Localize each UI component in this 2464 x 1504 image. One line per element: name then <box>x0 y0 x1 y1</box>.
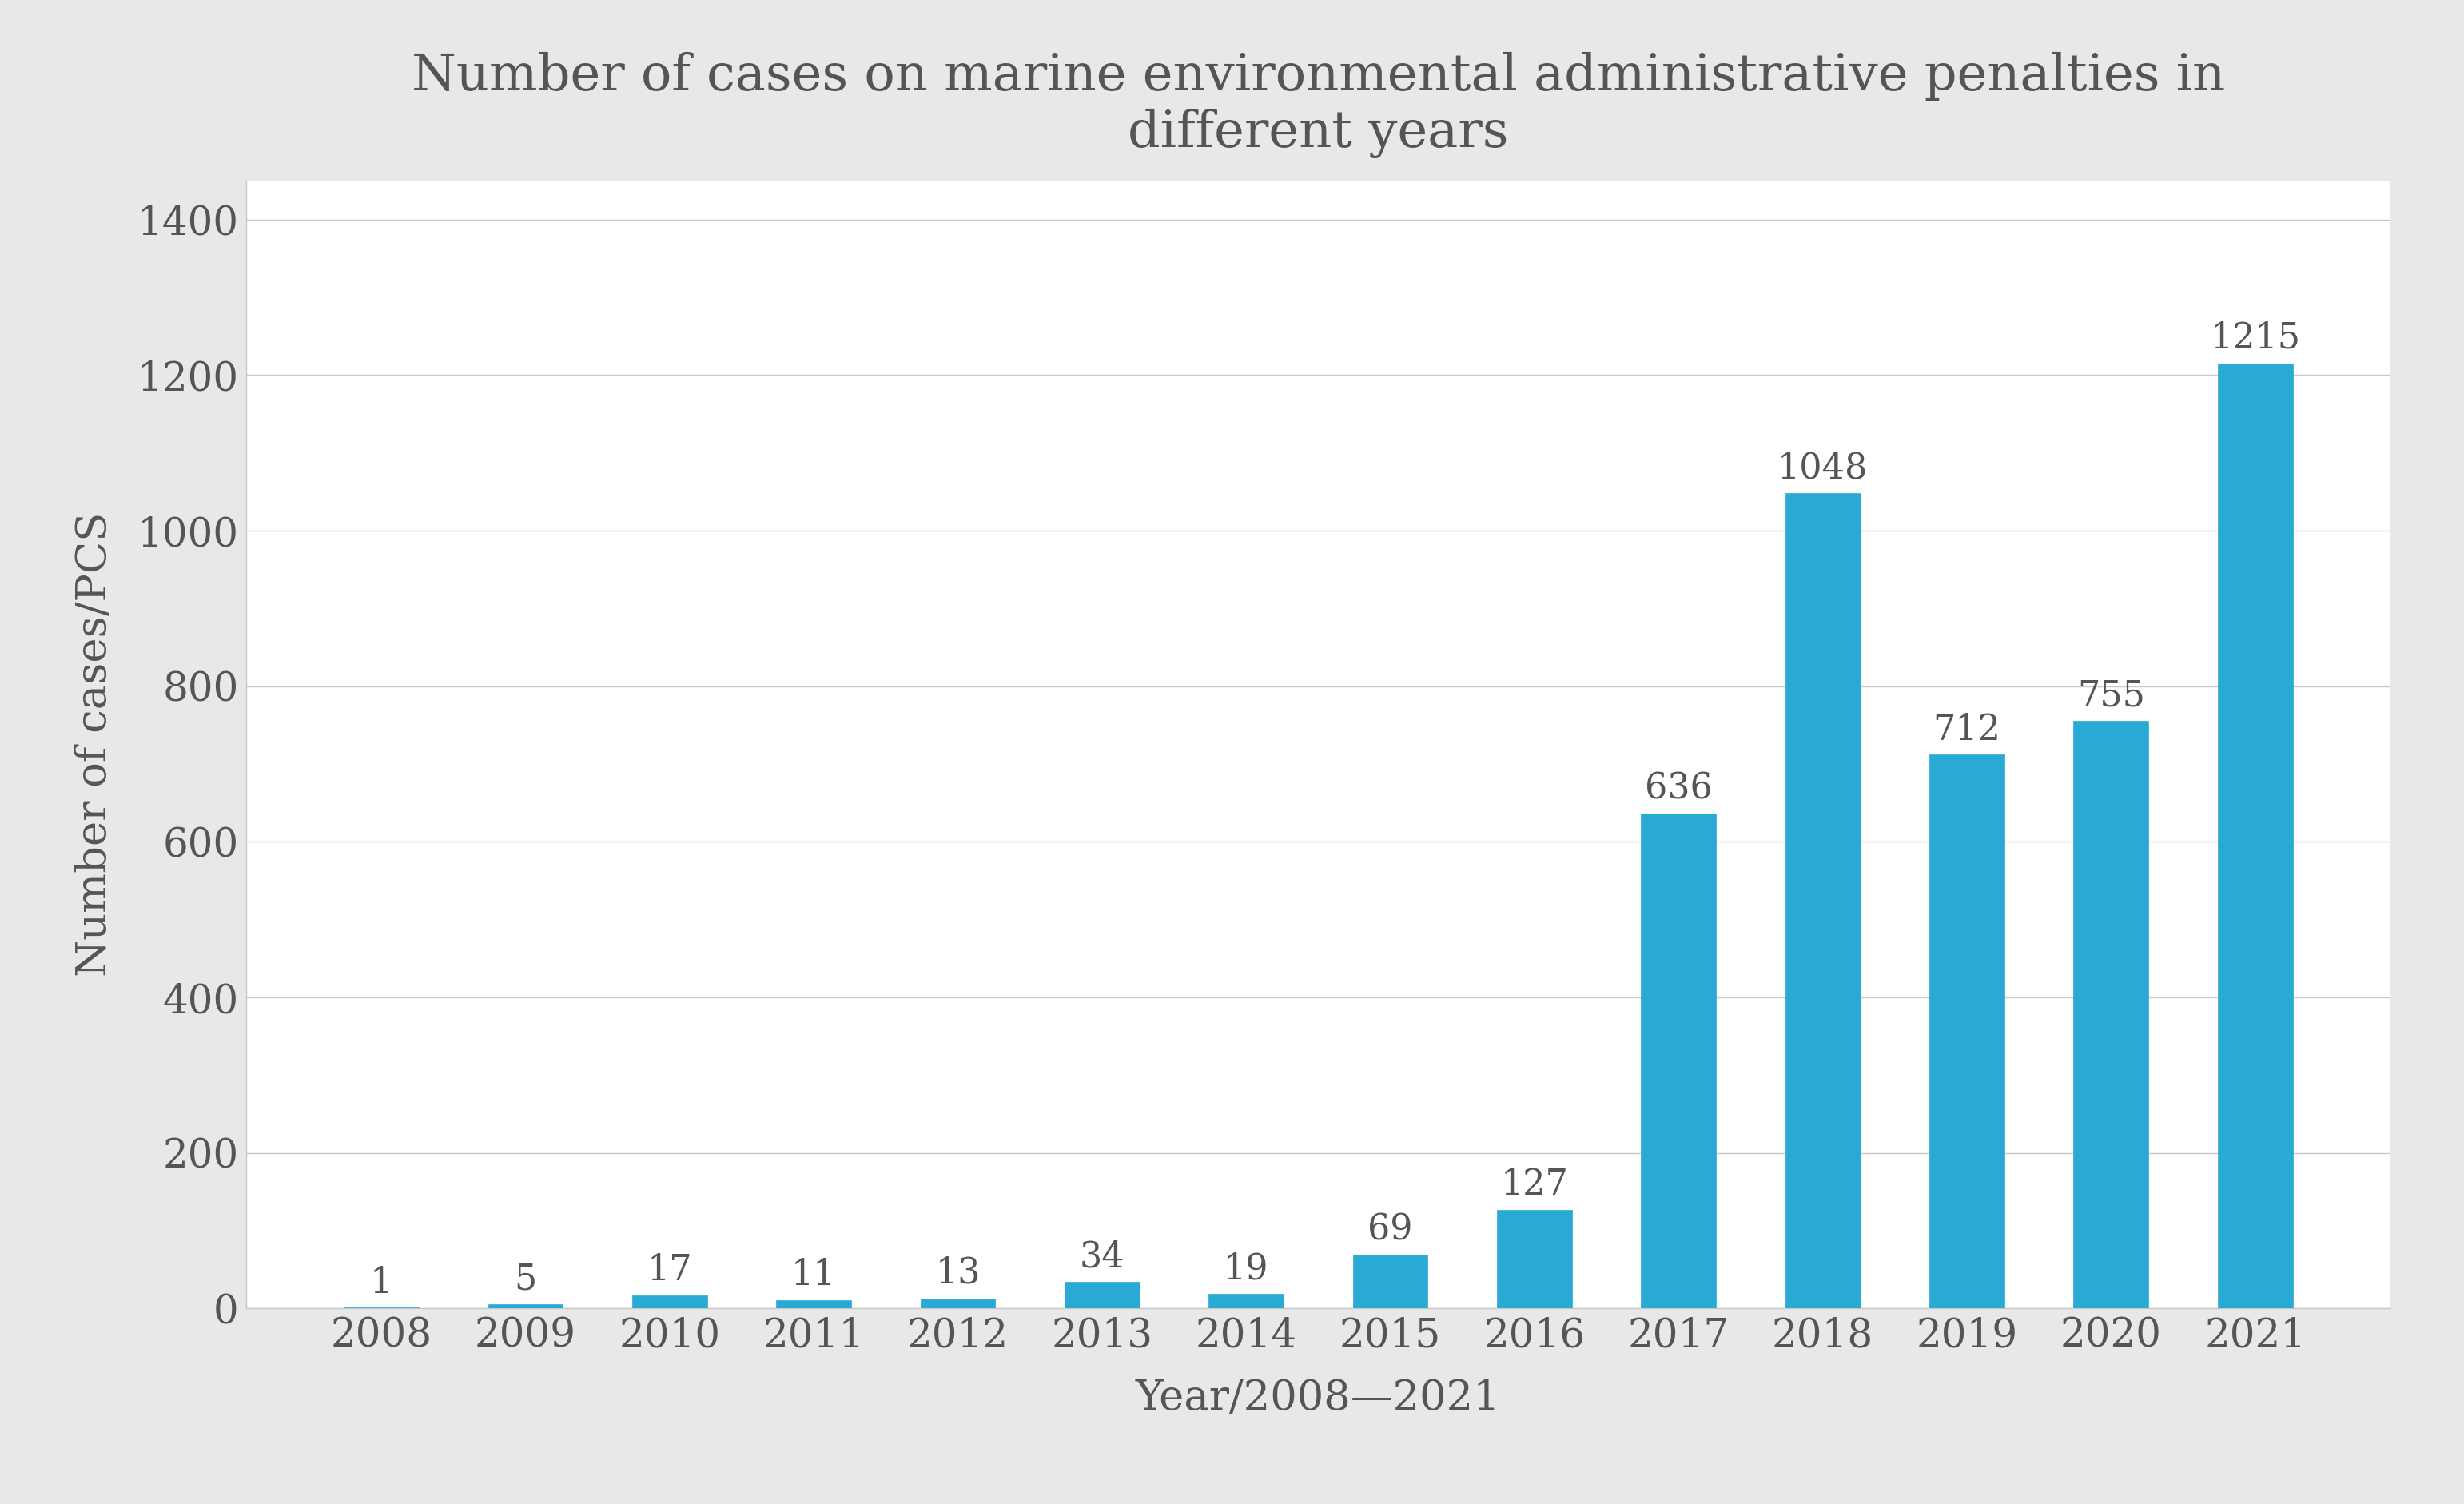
Text: 11: 11 <box>791 1257 835 1292</box>
Bar <box>922 1298 995 1308</box>
Text: 1048: 1048 <box>1777 451 1868 486</box>
Bar <box>1786 493 1860 1308</box>
Bar <box>1929 755 2003 1308</box>
Bar <box>2075 720 2149 1308</box>
X-axis label: Year/2008—2021: Year/2008—2021 <box>1136 1378 1501 1418</box>
Text: 755: 755 <box>2077 678 2146 713</box>
Text: 712: 712 <box>1932 713 2001 747</box>
Text: 69: 69 <box>1368 1212 1412 1247</box>
Text: 636: 636 <box>1646 772 1712 806</box>
Text: 127: 127 <box>1501 1167 1570 1202</box>
Text: 5: 5 <box>515 1262 537 1296</box>
Bar <box>1210 1293 1284 1308</box>
Bar <box>633 1295 707 1308</box>
Bar <box>1353 1254 1427 1308</box>
Bar <box>1498 1209 1572 1308</box>
Text: 17: 17 <box>648 1253 692 1287</box>
Y-axis label: Number of cases/PCS: Number of cases/PCS <box>74 513 116 976</box>
Bar <box>2218 364 2292 1308</box>
Text: 19: 19 <box>1225 1251 1269 1286</box>
Text: 13: 13 <box>936 1256 981 1290</box>
Bar <box>488 1304 562 1308</box>
Title: Number of cases on marine environmental administrative penalties in
different ye: Number of cases on marine environmental … <box>411 53 2225 158</box>
Text: 34: 34 <box>1079 1239 1124 1274</box>
Bar <box>1641 814 1715 1308</box>
Text: 1: 1 <box>370 1265 392 1299</box>
Text: 1215: 1215 <box>2210 320 2301 355</box>
Bar <box>1064 1281 1138 1308</box>
Bar <box>776 1299 850 1308</box>
